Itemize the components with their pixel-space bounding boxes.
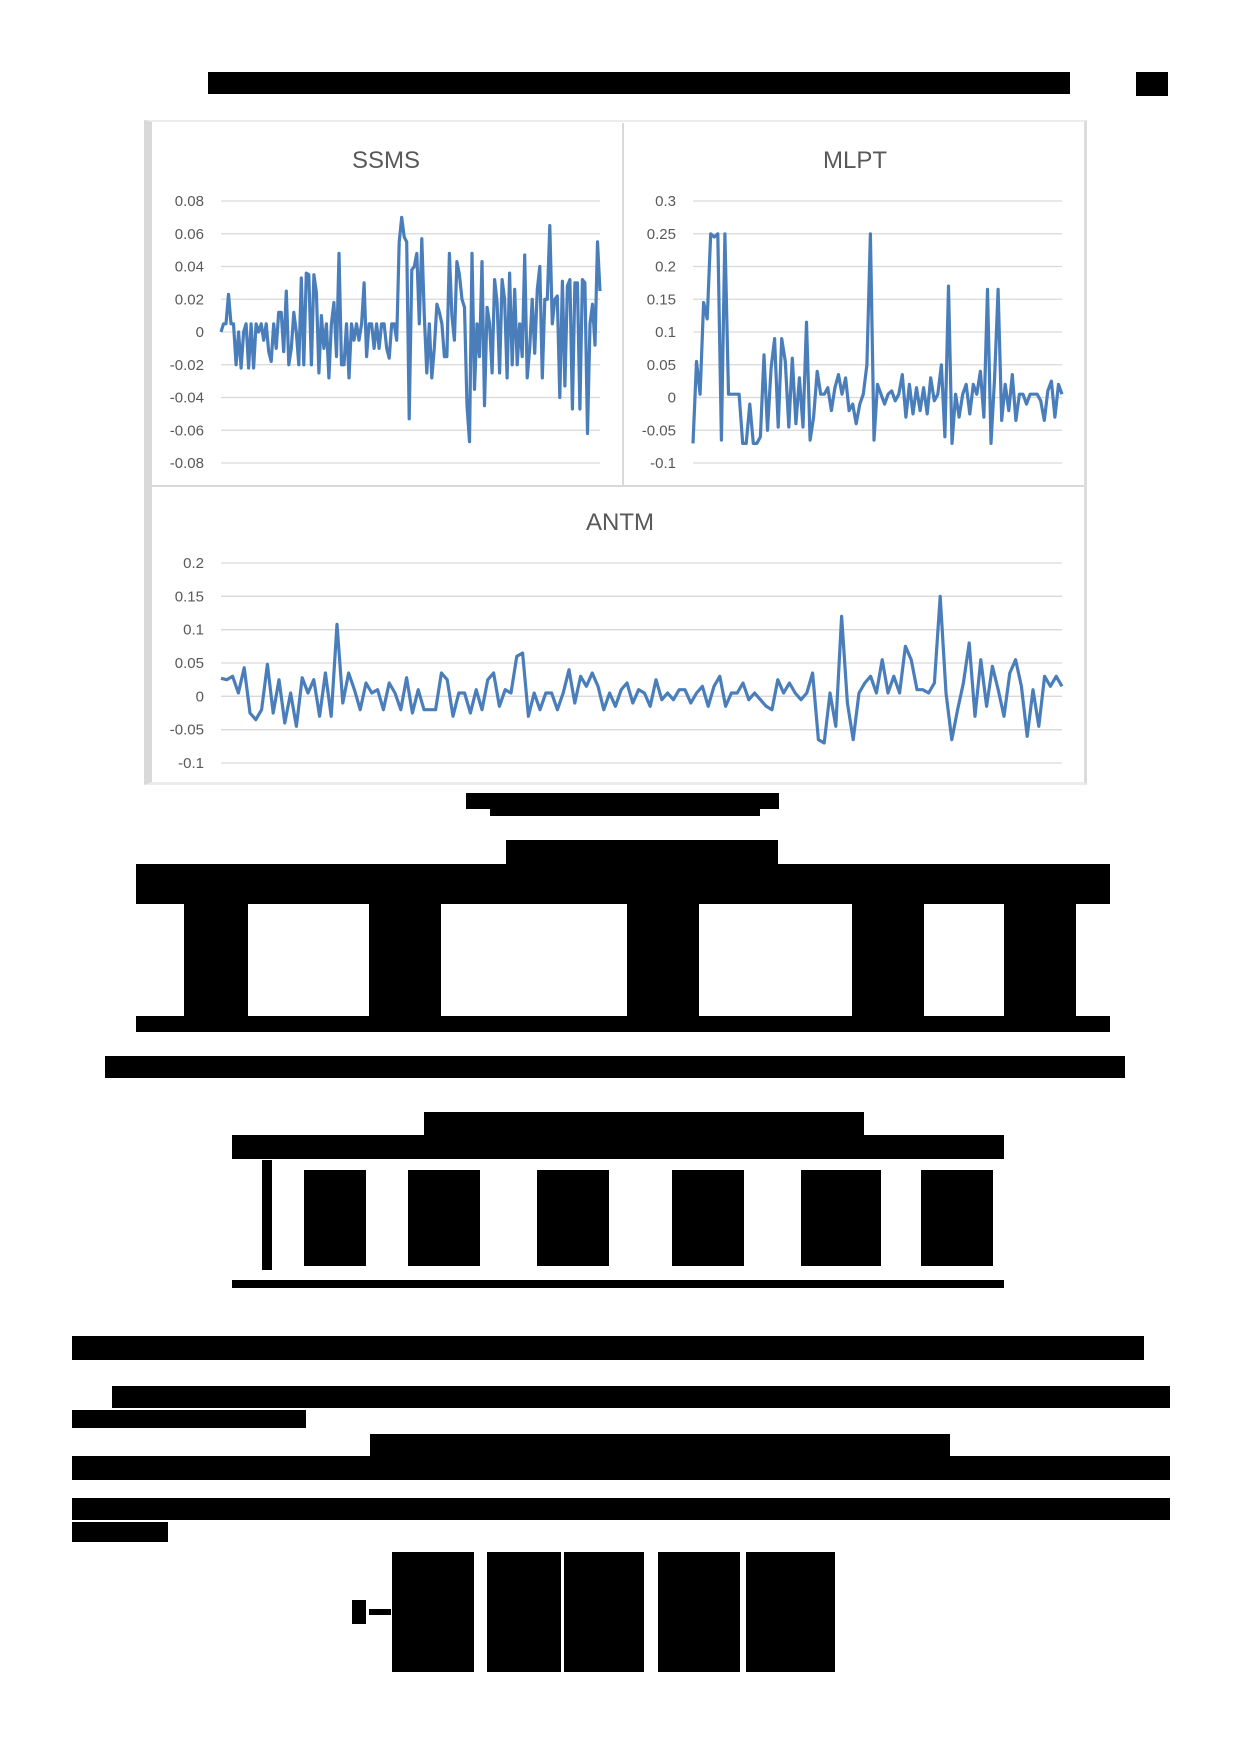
y-tick-label: -0.1 — [178, 755, 204, 772]
table2-top-rule — [232, 1135, 1004, 1143]
paragraph-line-3 — [72, 1456, 1170, 1480]
y-tick-label: -0.02 — [170, 357, 204, 374]
y-tick-label: 0 — [196, 688, 204, 705]
matrix-col-3 — [564, 1552, 644, 1672]
matrix-bracket-right — [828, 1552, 835, 1672]
chart-title: MLPT — [823, 147, 887, 174]
y-tick-label: 0.1 — [655, 324, 676, 341]
section-heading — [72, 1336, 1144, 1360]
table1-col-4 — [852, 904, 924, 1016]
chart-panel-mlpt: MLPT 0.3 0.25 0.2 0.15 0.1 0.05 0 -0.05 -0.1 — [642, 147, 1064, 472]
y-tick-label: 0.2 — [183, 555, 204, 572]
table2-col-1 — [304, 1170, 366, 1266]
table1-col-2 — [369, 904, 441, 1016]
equation-lhs — [352, 1600, 366, 1624]
y-tick-label: 0.2 — [655, 259, 676, 276]
y-tick-label: 0.1 — [183, 622, 204, 639]
table1-col-5 — [1004, 904, 1076, 1016]
y-tick-label: -0.04 — [170, 390, 204, 407]
table2-col-0 — [262, 1160, 272, 1270]
matrix-col-1 — [392, 1552, 474, 1672]
inline-equation-top — [370, 1434, 950, 1456]
y-tick-label: 0.05 — [175, 655, 204, 672]
paragraph-line-5 — [72, 1522, 168, 1542]
figure-returns-chart — [144, 120, 1087, 785]
table2-header-row — [232, 1143, 1004, 1159]
table1-header-rule — [136, 896, 1110, 904]
series-line — [219, 215, 602, 444]
figure-caption-line2 — [490, 809, 760, 816]
paragraph-line-4 — [72, 1498, 1170, 1520]
y-tick-label: 0.25 — [647, 226, 676, 243]
table2-bottom-rule — [232, 1280, 1004, 1288]
table1-note — [105, 1056, 1125, 1078]
page-number — [1136, 72, 1168, 96]
chart-title: ANTM — [586, 509, 654, 536]
table2-col-6 — [921, 1170, 993, 1266]
y-tick-label: 0.15 — [647, 291, 676, 308]
y-tick-label: 0.15 — [175, 588, 204, 605]
table1-header-row — [136, 880, 1110, 898]
table2-col-5 — [801, 1170, 881, 1266]
table1-col-3 — [627, 904, 699, 1016]
y-tick-label: 0.3 — [655, 193, 676, 210]
chart-panel-antm: ANTM 0.2 0.15 0.1 0.05 0 -0.05 -0.1 — [170, 509, 1064, 772]
y-tick-label: 0.08 — [175, 193, 204, 210]
table1-col-1 — [184, 904, 248, 1016]
table1-bottom-rule — [136, 1016, 1110, 1032]
y-tick-label: 0.02 — [175, 291, 204, 308]
running-header — [208, 72, 1070, 94]
table2-col-2 — [408, 1170, 480, 1266]
y-tick-label: 0 — [668, 390, 676, 407]
table1-top-rule — [136, 864, 1110, 880]
table1-title — [506, 840, 778, 868]
series-line — [691, 232, 1064, 445]
chart-title: SSMS — [352, 147, 420, 174]
table2-title — [424, 1112, 864, 1138]
matrix-col-2 — [487, 1552, 561, 1672]
equation-dash — [369, 1609, 391, 1615]
y-tick-label: -0.08 — [170, 455, 204, 472]
y-tick-label: -0.1 — [650, 455, 676, 472]
chart-panel-ssms: SSMS 0.08 0.06 0.04 0.02 0 -0.02 -0.04 -0.06 -0.0… — [170, 147, 602, 472]
table2-col-4 — [672, 1170, 744, 1266]
y-tick-label: 0.05 — [647, 357, 676, 374]
y-tick-label: -0.06 — [170, 422, 204, 439]
y-tick-label: 0 — [196, 324, 204, 341]
table2-col-3 — [537, 1170, 609, 1266]
paragraph-line-2 — [72, 1410, 306, 1428]
figure-caption — [466, 793, 779, 809]
y-tick-label: 0.06 — [175, 226, 204, 243]
y-tick-label: -0.05 — [170, 722, 204, 739]
returns-line-charts: SSMS 0.08 0.06 0.04 0.02 0 -0.02 -0.04 -0.06 -0.0… — [151, 123, 1084, 772]
y-tick-label: 0.04 — [175, 259, 204, 276]
series-line — [220, 594, 1064, 745]
matrix-col-4 — [658, 1552, 740, 1672]
y-tick-label: -0.05 — [642, 422, 676, 439]
matrix-col-5 — [746, 1552, 828, 1672]
paragraph-line-1 — [112, 1386, 1170, 1408]
